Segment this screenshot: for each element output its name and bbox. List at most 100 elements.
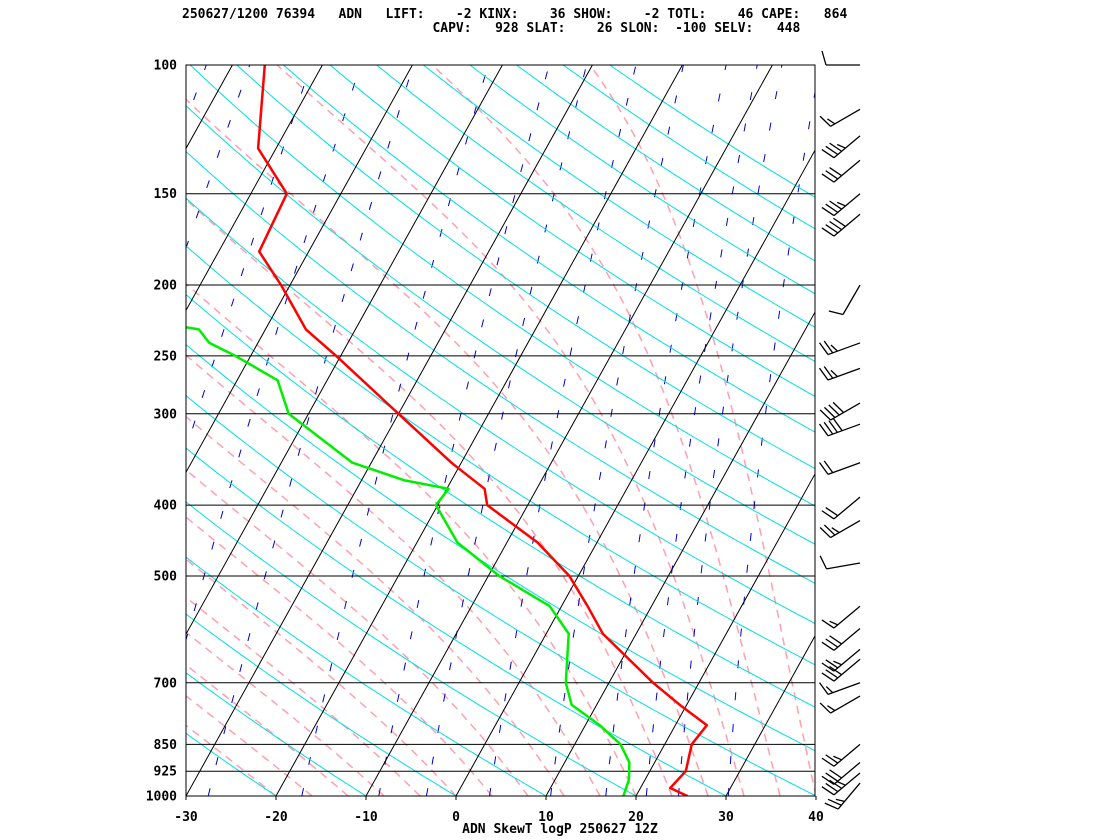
wind-barb-half-feather [827,705,836,712]
wind-barb-half-feather [829,620,839,626]
pressure-tick-label: 250 [154,349,178,364]
dry-adiabat-line [186,150,815,584]
pressure-tick-label: 100 [154,59,178,74]
wind-barb-staff [830,108,861,127]
temperature-tick-label: -10 [354,810,378,825]
dry-adiabat-line [186,501,637,796]
pressure-tick-label: 1000 [146,790,177,805]
wind-barb-staff [827,682,861,696]
wind-barb-full-feather [825,669,839,679]
wind-barb-full-feather [819,527,832,539]
pressure-tick-label: 500 [154,569,178,584]
wind-barb-half-feather [833,660,842,666]
wind-barb [821,658,861,682]
wind-barb-staff [827,367,861,381]
wind-barb-full-feather [821,173,835,183]
wind-barb-full-feather [829,769,842,779]
header-line-2: CAPV: 928 SLAT: 26 SLON: -100 SELV: 448 [182,21,801,36]
wind-barb-full-feather [823,524,836,536]
wind-barb [821,762,861,785]
wind-barb-full-feather [825,772,839,782]
wind-barb [821,50,860,66]
chart-title: ADN SkewT logP 250627 12Z [462,822,658,837]
moist-adiabat-line [186,198,673,796]
wind-barb-full-feather [833,418,843,432]
dry-adiabat-line [186,293,815,708]
wind-barb-full-feather [819,702,832,714]
wind-barb-full-feather [825,203,839,213]
wind-barbs [818,50,861,810]
wind-barb-full-feather [827,798,842,806]
wind-barb-staff [833,135,861,159]
wind-barb-half-feather [830,369,838,378]
wind-barb [818,682,861,696]
isotherm-line [186,65,503,636]
moist-adiabat-line [186,354,601,796]
wind-barb-full-feather [828,420,838,433]
dry-adiabat-line [186,105,815,545]
wind-barb-full-feather [825,659,839,669]
wind-barb [818,418,861,437]
wind-barb-full-feather [818,367,829,381]
wind-barb [824,782,861,810]
wind-barb-full-feather [828,310,844,316]
wind-barb-full-feather [829,220,842,231]
wind-barb [828,284,861,316]
mixing-ratio-line [0,65,114,796]
wind-barb-full-feather [825,507,839,517]
pressure-tick-label: 850 [154,738,178,753]
wind-barb-full-feather [823,421,834,435]
wind-barb [821,743,861,767]
mixing-ratio-line [0,65,165,796]
wind-barb-staff [833,605,861,629]
wind-barb-staff [833,743,861,767]
wind-barb-full-feather [821,227,835,237]
wind-barb-half-feather [836,143,846,149]
wind-barb-full-feather [821,206,835,217]
wind-barb-full-feather [823,340,834,354]
wind-barb-staff [830,695,861,714]
temperature-tick-label: 20 [628,810,644,825]
mixing-ratio-line [301,65,489,796]
sounding-profiles [186,65,709,796]
wind-barb-full-feather [833,217,846,227]
isotherm-line [186,65,413,474]
wind-barb-full-feather [825,170,839,180]
plot-frame [185,64,816,797]
wind-barb-full-feather [821,775,835,785]
wind-barb-full-feather [821,641,835,651]
temperature-profile [256,65,709,796]
mixing-ratio-line [425,65,588,796]
wind-barb-full-feather [818,462,829,475]
wind-barb-full-feather [821,672,835,682]
wind-barb-half-feather [835,798,845,803]
dewpoint-profile [186,326,631,796]
wind-barb-full-feather [818,682,829,695]
wind-barb-staff [833,496,861,520]
isotherm-line [186,65,233,150]
wind-barb-full-feather [832,401,844,413]
isotherm-line [186,65,323,312]
wind-barb-half-feather [836,201,846,207]
dry-adiabat-line [609,65,815,198]
wind-barb [821,772,861,796]
temperature-tick-label: 0 [452,810,460,825]
pressure-tick-label: 925 [154,765,177,780]
moist-adiabat-line [186,282,637,796]
wind-barb [818,460,861,475]
temperature-tick-label: 30 [718,810,734,825]
isotherm-line [275,65,683,796]
wind-barb-full-feather [821,149,835,159]
isotherm-line [455,149,815,796]
moist-adiabat-line [186,516,493,796]
wind-barb-staff [833,193,861,217]
wind-barb-full-feather [821,619,835,629]
wind-barb-half-feather [827,118,836,125]
wind-barb-full-feather [823,366,834,379]
wind-barb-full-feather [825,224,839,234]
wind-barb-staff [827,342,861,356]
wind-barb-staff [833,648,861,672]
wind-barb-full-feather [821,510,835,520]
mixing-ratio-line [727,89,815,796]
